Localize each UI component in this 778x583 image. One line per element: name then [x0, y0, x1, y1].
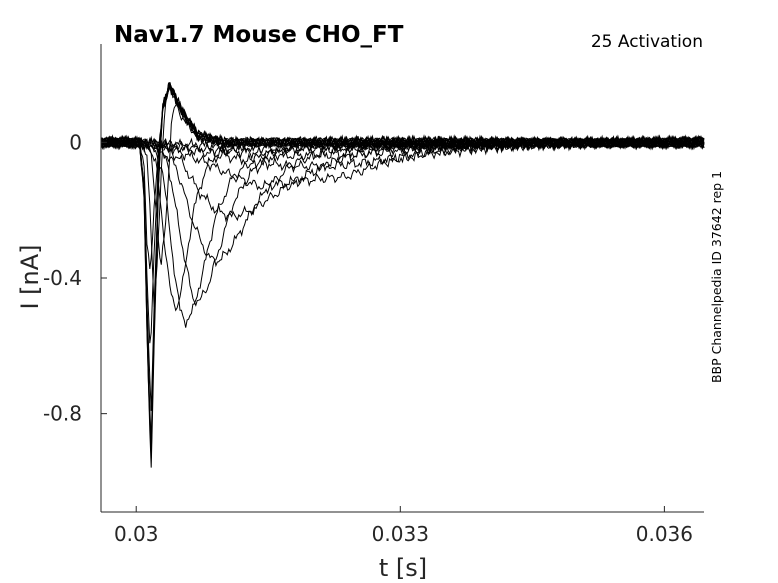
- trace-line: [101, 135, 705, 157]
- source-id-label: BBP Channelpedia ID 37642 rep 1: [709, 171, 724, 383]
- y-tick-label: -0.4: [43, 266, 82, 290]
- trace-line: [100, 81, 705, 269]
- x-tick-label: 0.033: [372, 522, 429, 546]
- y-tick-label: 0: [69, 130, 82, 154]
- x-axis-label: t [s]: [379, 554, 427, 582]
- trace-line: [100, 135, 705, 268]
- trace-line: [100, 135, 705, 328]
- protocol-annotation: 25 Activation: [591, 32, 703, 52]
- y-axis-label: I [nA]: [16, 244, 44, 309]
- chart-title: Nav1.7 Mouse CHO_FT: [114, 22, 404, 48]
- y-tick-label: -0.8: [43, 402, 82, 426]
- x-tick-label: 0.036: [636, 522, 693, 546]
- x-tick-label: 0.03: [114, 522, 159, 546]
- trace-series-group: [100, 81, 705, 468]
- tick-group: 0.03 0.033 0.036 0 -0.4 -0.8: [43, 130, 693, 546]
- trace-line: [100, 136, 705, 162]
